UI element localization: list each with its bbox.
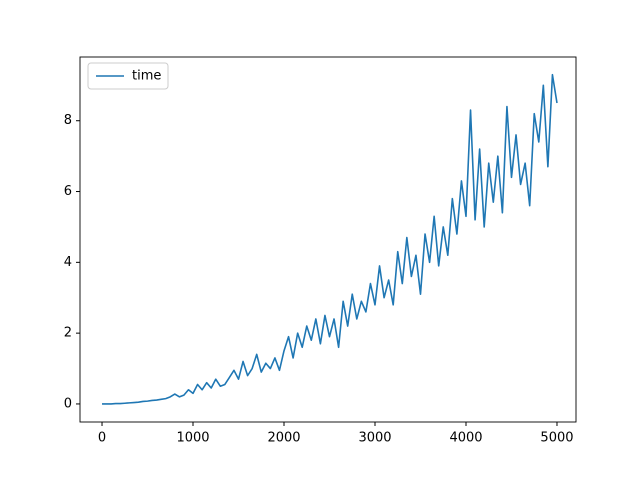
x-tick-label: 5000 [540, 431, 573, 446]
y-tick-label: 0 [64, 396, 72, 411]
x-tick-label: 3000 [358, 431, 391, 446]
y-tick-label: 4 [64, 255, 72, 270]
axes-frame [79, 56, 577, 423]
x-tick-label: 1000 [176, 431, 209, 446]
x-tick-label: 4000 [449, 431, 482, 446]
legend-label: time [132, 69, 161, 84]
y-tick-label: 8 [64, 113, 72, 128]
y-tick-label: 6 [64, 184, 72, 199]
y-tick-label: 2 [64, 326, 72, 341]
x-tick-label: 2000 [267, 431, 300, 446]
legend-box [87, 62, 169, 90]
line [102, 73, 558, 405]
x-tick-label: 0 [98, 431, 106, 446]
